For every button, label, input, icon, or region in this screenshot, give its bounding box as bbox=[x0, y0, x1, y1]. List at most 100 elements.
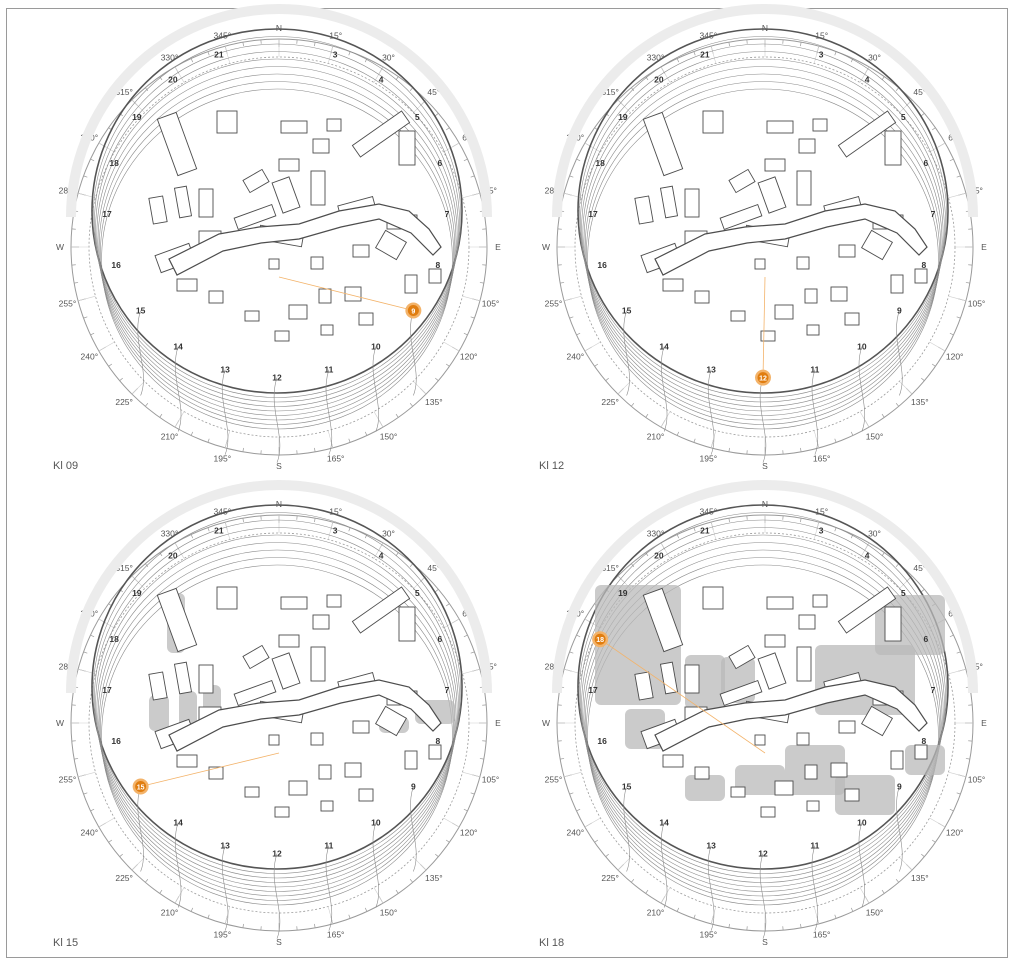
compass-tick bbox=[728, 518, 730, 523]
compass-tick bbox=[881, 889, 885, 894]
bearing-label: 45° bbox=[427, 563, 440, 573]
compass-tick bbox=[314, 923, 316, 928]
sun-path-ring bbox=[577, 28, 949, 394]
bearing-label: S bbox=[276, 937, 282, 947]
compass-tick bbox=[569, 316, 574, 319]
hour-label: 7 bbox=[445, 685, 450, 695]
sun-path-ring bbox=[94, 519, 460, 879]
hour-label: 21 bbox=[214, 525, 224, 535]
compass-tick bbox=[435, 113, 439, 117]
bearing-label: S bbox=[276, 461, 282, 471]
compass-tick bbox=[83, 316, 88, 319]
building bbox=[288, 304, 308, 320]
bearing-label: 75° bbox=[970, 185, 983, 195]
compass-tick bbox=[207, 527, 210, 532]
bearing-label: 15° bbox=[815, 506, 828, 516]
building bbox=[310, 170, 326, 206]
hour-label: 14 bbox=[659, 342, 669, 352]
bearing-line bbox=[174, 542, 185, 559]
compass-tick bbox=[470, 651, 475, 654]
hour-label: 5 bbox=[415, 588, 420, 598]
bearing-label: 330° bbox=[161, 52, 179, 62]
hour-label: 21 bbox=[700, 525, 710, 535]
sun-path-ring bbox=[578, 512, 948, 874]
compass-tick bbox=[800, 42, 802, 47]
bearing-label: 165° bbox=[327, 454, 345, 464]
compass-tick bbox=[850, 431, 854, 436]
bearing-label: E bbox=[981, 718, 987, 728]
bearing-line bbox=[710, 906, 717, 924]
hour-label: 12 bbox=[272, 373, 282, 383]
compass-tick bbox=[90, 158, 95, 162]
hour-label: 19 bbox=[618, 112, 628, 122]
bearing-label: 45° bbox=[913, 563, 926, 573]
bearing-line bbox=[413, 857, 427, 871]
hour-curve bbox=[325, 369, 333, 455]
bearing-label: 345° bbox=[214, 506, 232, 516]
building bbox=[268, 734, 280, 746]
hour-label: 20 bbox=[654, 74, 664, 84]
bearing-line bbox=[948, 192, 966, 199]
bearing-label: 285° bbox=[59, 661, 77, 671]
bearing-label: 30° bbox=[382, 52, 395, 62]
compass-tick bbox=[190, 431, 194, 436]
building bbox=[684, 664, 700, 694]
bearing-label: 150° bbox=[866, 908, 884, 918]
hour-label: 21 bbox=[700, 49, 710, 59]
building bbox=[860, 229, 894, 261]
compass-tick bbox=[693, 527, 696, 532]
shadow-area bbox=[685, 775, 725, 801]
hour-label: 20 bbox=[168, 550, 178, 560]
compass-tick bbox=[119, 377, 123, 381]
compass-tick bbox=[949, 158, 954, 162]
compass-tick bbox=[631, 403, 635, 407]
compass-tick bbox=[445, 127, 450, 131]
building bbox=[774, 780, 794, 796]
sun-diagram-kl-09: N 15° 30° 45° 60° 75° E 105° 120° 135° 150° 165° S 19… bbox=[49, 4, 509, 479]
compass-tick bbox=[921, 589, 925, 593]
hour-curve bbox=[896, 786, 903, 872]
building bbox=[754, 734, 766, 746]
compass-tick bbox=[145, 563, 149, 567]
sun-path-ring bbox=[101, 88, 453, 430]
compass-tick bbox=[108, 363, 113, 367]
sky-band bbox=[552, 480, 978, 694]
hour-curve bbox=[410, 310, 417, 396]
figure-frame: N 15° 30° 45° 60° 75° E 105° 120° 135° 150° 165° S 19… bbox=[6, 4, 1008, 958]
building bbox=[208, 290, 224, 304]
hour-label: 9 bbox=[897, 305, 902, 315]
building bbox=[280, 596, 308, 610]
building bbox=[914, 268, 928, 284]
hour-label: 8 bbox=[921, 260, 926, 270]
sun-path-diagram: N15°30°45°60°75°E105°120°135°150°165°S19… bbox=[56, 480, 501, 947]
bearing-line bbox=[899, 575, 913, 589]
building bbox=[694, 290, 710, 304]
panel-label: Kl 15 bbox=[53, 937, 79, 949]
compass-tick bbox=[90, 808, 95, 812]
sun-path-diagram: N15°30°45°60°75°E105°120°135°150°165°S19… bbox=[56, 4, 501, 471]
bearing-line bbox=[327, 906, 334, 924]
hour-label: 3 bbox=[333, 49, 338, 59]
bearing-label: 30° bbox=[382, 528, 395, 538]
compass-tick bbox=[676, 534, 680, 539]
hour-label: 6 bbox=[437, 158, 442, 168]
compass-tick bbox=[895, 403, 899, 407]
compass-tick bbox=[445, 603, 450, 607]
building bbox=[278, 158, 300, 172]
bearing-line bbox=[224, 522, 231, 540]
compass-tick bbox=[190, 907, 194, 912]
sun-hour-label: 12 bbox=[759, 376, 767, 383]
building bbox=[634, 195, 654, 225]
hour-curve bbox=[221, 845, 229, 931]
hour-label: 13 bbox=[706, 365, 716, 375]
hour-label: 5 bbox=[415, 112, 420, 122]
bearing-label: E bbox=[495, 242, 501, 252]
building bbox=[352, 720, 370, 734]
compass-tick bbox=[965, 282, 970, 284]
compass-tick bbox=[693, 51, 696, 56]
bearing-label: 15° bbox=[329, 30, 342, 40]
sun-path-ring bbox=[97, 542, 457, 892]
building bbox=[764, 634, 786, 648]
compass-tick bbox=[645, 889, 649, 894]
bearing-line bbox=[710, 522, 717, 540]
